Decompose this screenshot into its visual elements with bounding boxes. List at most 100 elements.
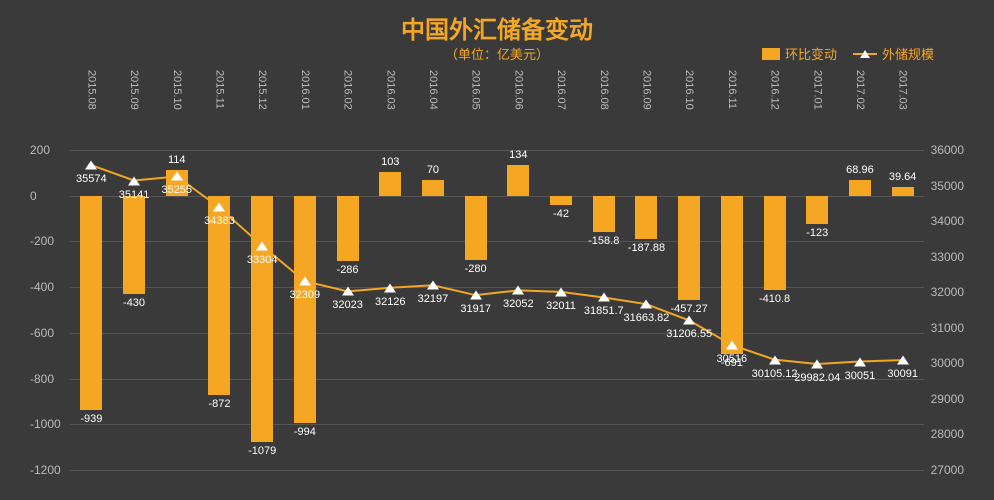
x-tick: 2016.03 [384,70,396,110]
bar [764,196,786,290]
x-tick: 2017.01 [811,70,823,110]
line-marker [726,340,738,349]
bar [721,196,743,354]
y-left-tick: -600 [30,326,54,340]
bar-value-label: -42 [553,208,569,220]
legend-bar-item: 环比变动 [762,44,837,63]
bar-value-label: -286 [337,264,359,276]
x-tick: 2015.12 [256,70,268,110]
x-tick: 2015.11 [213,70,225,109]
line-value-label: 34383 [204,215,235,227]
chart-legend: 环比变动 外储规模 [762,44,934,63]
bar [251,196,273,443]
line-value-label: 32126 [375,296,406,308]
legend-line-label: 外储规模 [882,44,934,63]
line-value-label: 32197 [418,293,449,305]
y-right-tick: 29000 [931,392,964,406]
bar [806,196,828,224]
gridline [70,424,924,425]
gridline [70,241,924,242]
line-value-label: 32023 [332,299,363,311]
y-right-tick: 35000 [931,179,964,193]
line-value-label: 32309 [290,289,321,301]
y-right-tick: 27000 [931,463,964,477]
bar-value-label: -187.88 [628,242,665,254]
line-marker [427,281,439,290]
y-left-tick: -800 [30,372,54,386]
x-tick: 2016.12 [769,70,781,110]
bar [593,196,615,232]
line-marker [512,286,524,295]
y-right-tick: 28000 [931,427,964,441]
line-marker [854,357,866,366]
line-value-label: 30105.12 [752,368,798,380]
x-tick: 2016.04 [427,70,439,110]
x-tick: 2015.10 [171,70,183,110]
line-marker [171,172,183,181]
bar [379,172,401,196]
line-marker [683,316,695,325]
x-tick: 2015.08 [85,70,97,110]
bar [635,196,657,239]
line-value-label: 31851.7 [584,305,624,317]
gridline [70,287,924,288]
bar [294,196,316,423]
bar-value-label: -123 [806,227,828,239]
x-tick: 2016.06 [512,70,524,110]
line-value-label: 30091 [887,368,918,380]
bar [849,180,871,196]
bar [678,196,700,301]
y-right-tick: 31000 [931,321,964,335]
line-value-label: 29982.04 [794,372,840,384]
bar-value-label: -994 [294,426,316,438]
bar [892,187,914,196]
x-tick: 2016.05 [470,70,482,110]
line-marker [897,356,909,365]
gridline [70,333,924,334]
y-right-tick: 30000 [931,356,964,370]
bar-value-label: -939 [80,413,102,425]
y-left-tick: -1200 [30,463,61,477]
line-value-label: 30516 [717,353,748,365]
chart-container: 中国外汇储备变动 （单位：亿美元） 环比变动 外储规模 -1200-1000-8… [0,0,994,500]
legend-line-icon [853,53,877,55]
line-marker [384,283,396,292]
line-value-label: 30051 [845,370,876,382]
x-tick: 2016.02 [342,70,354,110]
bar-value-label: 68.96 [846,164,874,176]
legend-bar-label: 环比变动 [785,44,837,63]
y-left-tick: -1000 [30,417,61,431]
x-tick: 2016.08 [598,70,610,110]
bar-value-label: -872 [208,398,230,410]
y-left-tick: -200 [30,234,54,248]
line-value-label: 35255 [161,184,192,196]
legend-line-item: 外储规模 [853,44,934,63]
line-marker [640,300,652,309]
bar [123,196,145,294]
line-marker [128,176,140,185]
bar [550,196,572,206]
bar [337,196,359,261]
y-right-tick: 32000 [931,285,964,299]
y-left-tick: 200 [30,143,50,157]
x-tick: 2017.03 [897,70,909,110]
bar-value-label: -158.8 [588,235,619,247]
x-tick: 2016.11 [726,70,738,109]
line-marker [470,291,482,300]
x-tick: 2016.10 [683,70,695,110]
line-marker [769,355,781,364]
bar-value-label: -457.27 [670,303,707,315]
line-marker [299,277,311,286]
bar-value-label: 70 [427,164,439,176]
gridline [70,196,924,197]
x-tick: 2016.01 [299,70,311,110]
line-marker [555,287,567,296]
bar [507,165,529,196]
gridline [70,470,924,471]
bar [422,180,444,196]
bar [465,196,487,260]
bar-value-label: 39.64 [889,171,917,183]
line-marker [85,161,97,170]
line-marker [598,293,610,302]
gridline [70,150,924,151]
